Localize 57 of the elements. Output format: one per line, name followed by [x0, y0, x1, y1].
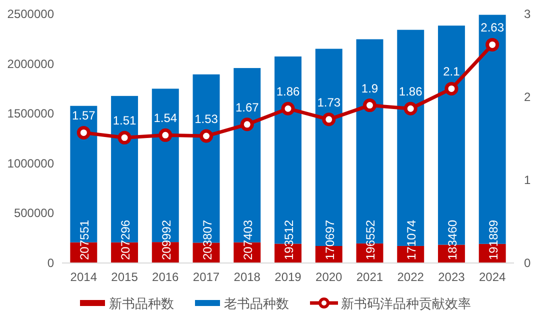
x-tick-label: 2017: [192, 270, 220, 284]
data-label: 183460: [445, 220, 460, 260]
data-label: 203807: [200, 220, 214, 260]
point: [118, 130, 132, 144]
data-label: 1.67: [235, 100, 260, 114]
x-tick-label: 2019: [274, 270, 302, 284]
point: [362, 98, 376, 112]
x-tick-label: 2022: [397, 270, 424, 284]
data-label: 1.51: [112, 114, 137, 128]
data-label: 207551: [78, 220, 92, 260]
point: [76, 126, 90, 140]
legend-label: 新书品种数: [109, 296, 174, 311]
data-label: 2.1: [443, 64, 460, 79]
y2-tick-label: 0: [524, 256, 531, 270]
y2-tick-label: 2: [524, 90, 531, 104]
data-label: 1.57: [72, 108, 96, 123]
x-tick-label: 2018: [234, 270, 261, 284]
data-label: 1.86: [398, 84, 423, 99]
x-tick-label: 2014: [70, 270, 98, 284]
y-tick-label: 500000: [14, 206, 54, 220]
data-label: 207403: [241, 220, 256, 260]
point: [404, 102, 418, 116]
data-label: 1.54: [154, 111, 178, 126]
point: [158, 128, 172, 142]
y-tick-label: 1000000: [7, 156, 54, 170]
x-tick-label: 2020: [316, 270, 343, 284]
x-tick-label: 2015: [111, 270, 138, 284]
y-tick-label: 1500000: [7, 106, 54, 121]
data-label: 193512: [282, 220, 296, 260]
data-label: 171074: [404, 220, 419, 260]
y-tick-label: 0: [47, 256, 54, 270]
data-label: 1.86: [276, 84, 300, 99]
data-label: 209992: [159, 220, 174, 260]
data-label: 170697: [322, 220, 337, 260]
y-tick-label: 2500000: [7, 7, 54, 21]
y2-tick-label: 1: [524, 173, 531, 187]
point: [486, 38, 500, 52]
data-label: 207296: [118, 220, 133, 260]
data-label: 1.53: [194, 112, 218, 126]
x-tick-label: 2021: [356, 270, 384, 284]
data-label: 196552: [364, 220, 378, 260]
point: [240, 118, 254, 132]
legend-label: 老书品种数: [224, 296, 289, 311]
point: [444, 82, 458, 96]
x-tick-label: 2023: [438, 270, 466, 284]
y2-tick-label: 3: [524, 7, 531, 21]
y-tick-label: 2000000: [7, 56, 54, 71]
data-label: 1.9: [361, 81, 378, 96]
x-tick-label: 2016: [152, 270, 180, 284]
legend-label: 新书码洋品种贡献效率: [341, 296, 471, 311]
point: [281, 102, 295, 116]
data-label: 1.73: [317, 95, 341, 110]
point: [322, 112, 336, 126]
x-tick-label: 2024: [478, 270, 506, 284]
data-label: 191889: [486, 220, 500, 260]
data-label: 2.63: [480, 20, 504, 35]
point: [200, 129, 214, 143]
